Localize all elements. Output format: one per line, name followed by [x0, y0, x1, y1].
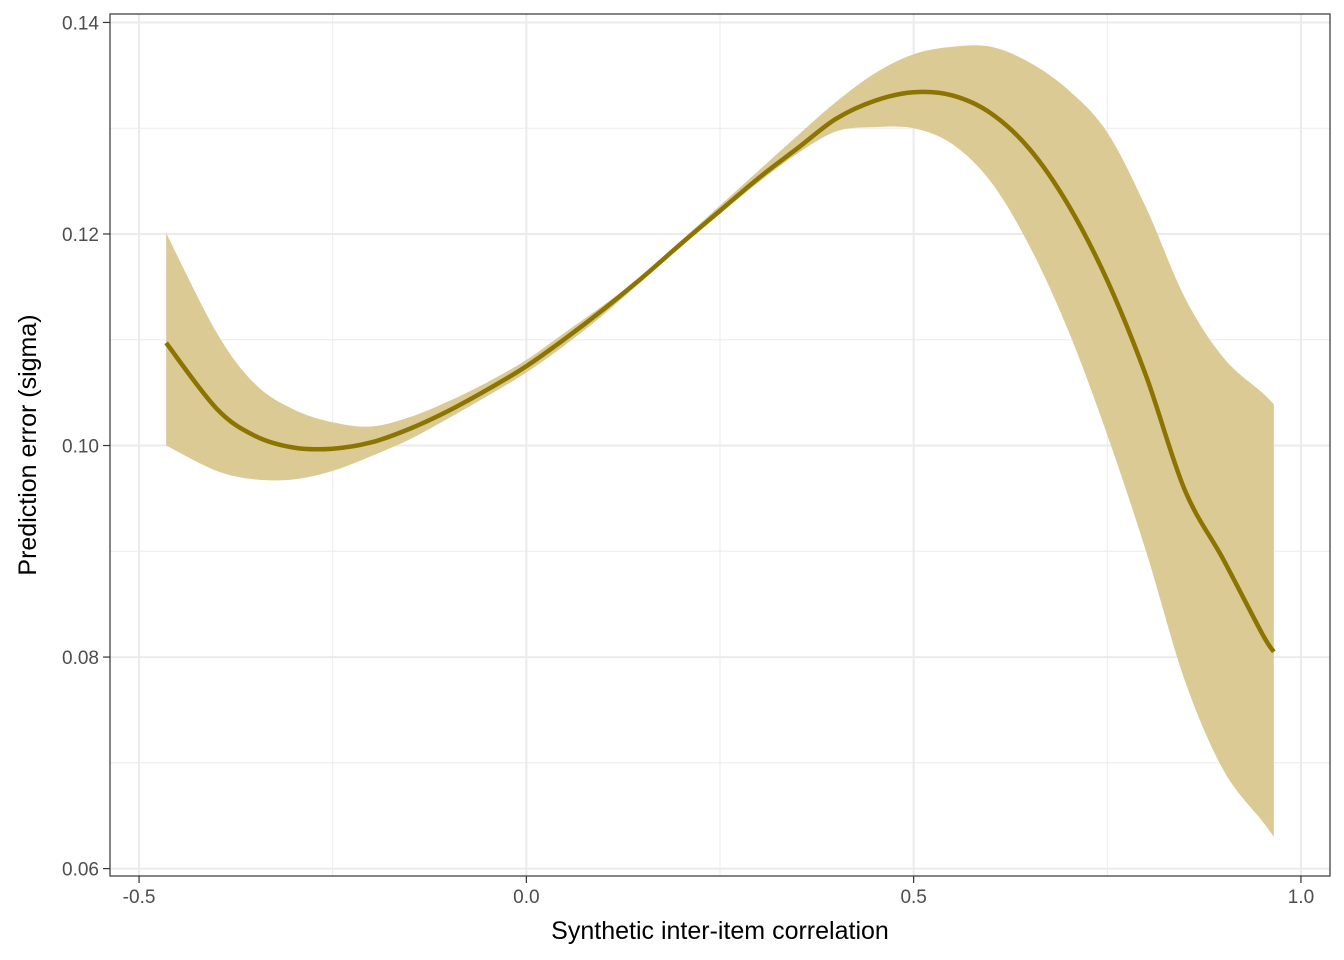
- y-tick-label: 0.08: [62, 648, 99, 669]
- x-axis-title: Synthetic inter-item correlation: [551, 917, 889, 945]
- y-axis-title: Prediction error (sigma): [14, 314, 42, 575]
- y-tick-label: 0.06: [62, 860, 99, 881]
- fitted-line: [164, 89, 1276, 654]
- y-axis-ticks: 0.06 0.08 0.10 0.12 0.14: [62, 13, 110, 881]
- x-axis-ticks: -0.5 0.0 0.5 1.0: [123, 876, 1314, 908]
- major-gridlines: [110, 14, 1330, 876]
- confidence-band: [166, 45, 1274, 837]
- y-tick-label: 0.14: [62, 13, 99, 34]
- x-tick-label: -0.5: [123, 887, 156, 908]
- x-tick-label: 0.5: [900, 887, 926, 908]
- y-tick-label: 0.10: [62, 437, 99, 458]
- x-tick-label: 0.0: [513, 887, 539, 908]
- x-tick-label: 1.0: [1288, 887, 1314, 908]
- y-tick-label: 0.12: [62, 225, 99, 246]
